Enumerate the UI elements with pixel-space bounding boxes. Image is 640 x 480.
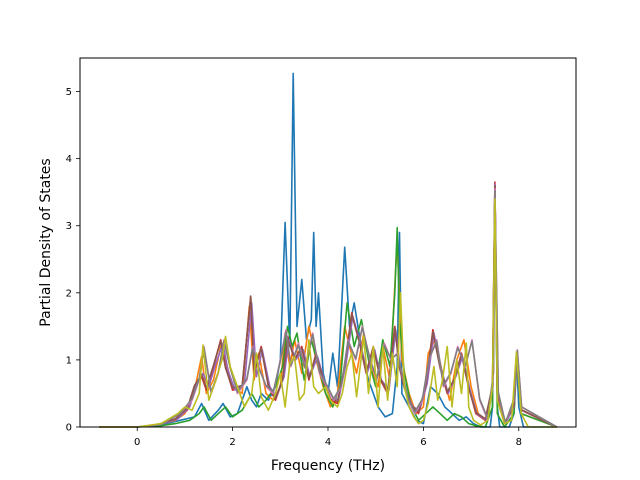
y-tick-label: 1 bbox=[66, 355, 72, 366]
x-tick-label: 6 bbox=[420, 437, 426, 448]
x-axis-label: Frequency (THz) bbox=[271, 458, 385, 474]
y-axis-label: Partial Density of States bbox=[38, 158, 54, 326]
pdos-series-line-9 bbox=[99, 198, 557, 428]
x-tick-label: 0 bbox=[134, 437, 140, 448]
x-axis-ticks: 0 2 4 6 8 bbox=[134, 427, 522, 448]
x-tick-label: 4 bbox=[325, 437, 331, 448]
y-tick-label: 5 bbox=[66, 87, 72, 98]
series-layer bbox=[99, 72, 558, 428]
pdos-series-line-8 bbox=[99, 190, 558, 428]
y-tick-label: 4 bbox=[66, 154, 72, 165]
x-tick-label: 8 bbox=[516, 437, 522, 448]
y-tick-label: 2 bbox=[66, 288, 72, 299]
y-tick-label: 0 bbox=[66, 423, 72, 434]
y-tick-label: 3 bbox=[66, 221, 72, 232]
y-axis-ticks: 0 1 2 3 4 5 bbox=[66, 87, 80, 434]
x-tick-label: 2 bbox=[229, 437, 235, 448]
